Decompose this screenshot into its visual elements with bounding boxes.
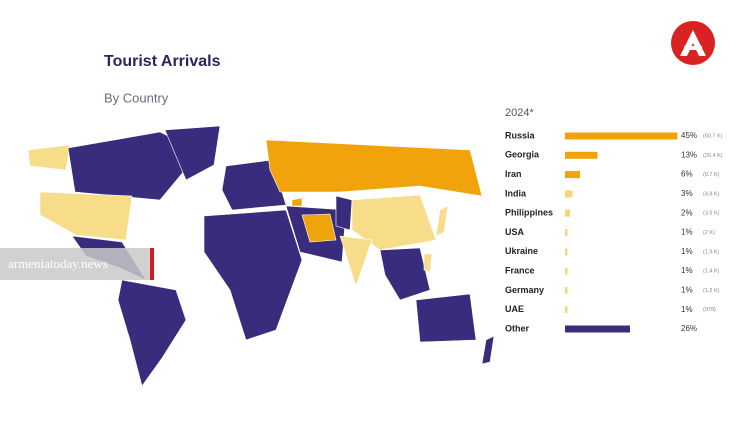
category-label: India xyxy=(505,188,527,198)
bar-chart: Russia 45% (60.7 K) Georgia 13% (20.4 K) Iran 6… xyxy=(505,130,723,333)
value-label: 2% xyxy=(681,208,693,217)
bar xyxy=(565,190,573,198)
count-label: (4.8 K) xyxy=(703,191,720,197)
value-label: 26% xyxy=(681,324,697,333)
category-label: Russia xyxy=(505,130,536,140)
subtitle: By Country xyxy=(104,90,169,105)
count-label: (60.7 K) xyxy=(703,133,723,139)
russia xyxy=(265,139,483,197)
value-label: 1% xyxy=(681,228,693,237)
south-america xyxy=(117,279,187,387)
alaska xyxy=(27,144,71,171)
value-label: 13% xyxy=(681,150,697,159)
count-label: (3.5 K) xyxy=(703,211,720,217)
southeast-asia xyxy=(379,247,431,301)
category-label: Philippines xyxy=(505,208,553,218)
japan xyxy=(435,205,449,237)
value-label: 1% xyxy=(681,247,693,256)
europe xyxy=(221,159,287,211)
category-label: Germany xyxy=(505,285,544,295)
watermark-box xyxy=(0,248,150,280)
category-label: Iran xyxy=(505,169,522,179)
watermark-text: armeniatoday.news xyxy=(8,256,108,271)
canada xyxy=(67,131,201,201)
india xyxy=(339,235,373,287)
bar xyxy=(565,151,598,159)
value-label: 45% xyxy=(681,131,697,140)
category-label: USA xyxy=(505,227,525,237)
usa xyxy=(39,191,133,241)
period-label: 2024* xyxy=(505,107,534,119)
greenland xyxy=(164,125,221,181)
bar xyxy=(565,229,568,236)
australia xyxy=(415,293,477,343)
count-label: (1.9 K) xyxy=(703,249,720,255)
africa xyxy=(203,209,303,341)
bar xyxy=(565,209,570,217)
watermark-accent xyxy=(150,248,154,280)
bar xyxy=(565,171,580,179)
value-label: 3% xyxy=(681,189,693,198)
bar xyxy=(565,248,568,256)
philippines xyxy=(423,253,433,273)
count-label: (2 K) xyxy=(703,230,715,236)
georgia xyxy=(291,197,303,207)
count-label: (1.4 K) xyxy=(703,269,720,275)
bar xyxy=(565,286,568,294)
world-map xyxy=(27,125,495,387)
bar xyxy=(565,325,630,333)
iran xyxy=(301,213,337,243)
category-label: Ukraine xyxy=(505,246,538,256)
category-label: Other xyxy=(505,323,530,333)
count-label: (978) xyxy=(703,307,716,313)
title: Tourist Arrivals xyxy=(104,53,221,70)
china xyxy=(351,194,437,251)
count-label: (20.4 K) xyxy=(703,153,723,159)
category-label: France xyxy=(505,265,535,275)
logo-glyph xyxy=(680,30,706,56)
category-label: UAE xyxy=(505,304,524,314)
count-label: (9.7 K) xyxy=(703,172,720,178)
count-label: (1.2 K) xyxy=(703,288,720,294)
logo xyxy=(671,21,715,65)
value-label: 1% xyxy=(681,286,693,295)
value-label: 6% xyxy=(681,170,693,179)
bar xyxy=(565,132,678,140)
new-zealand xyxy=(481,335,495,365)
central-asia xyxy=(335,195,353,231)
watermark: armeniatoday.news xyxy=(0,248,154,280)
value-label: 1% xyxy=(681,266,693,275)
bar xyxy=(565,306,568,314)
category-label: Georgia xyxy=(505,150,540,160)
value-label: 1% xyxy=(681,305,693,314)
bar xyxy=(565,267,568,275)
